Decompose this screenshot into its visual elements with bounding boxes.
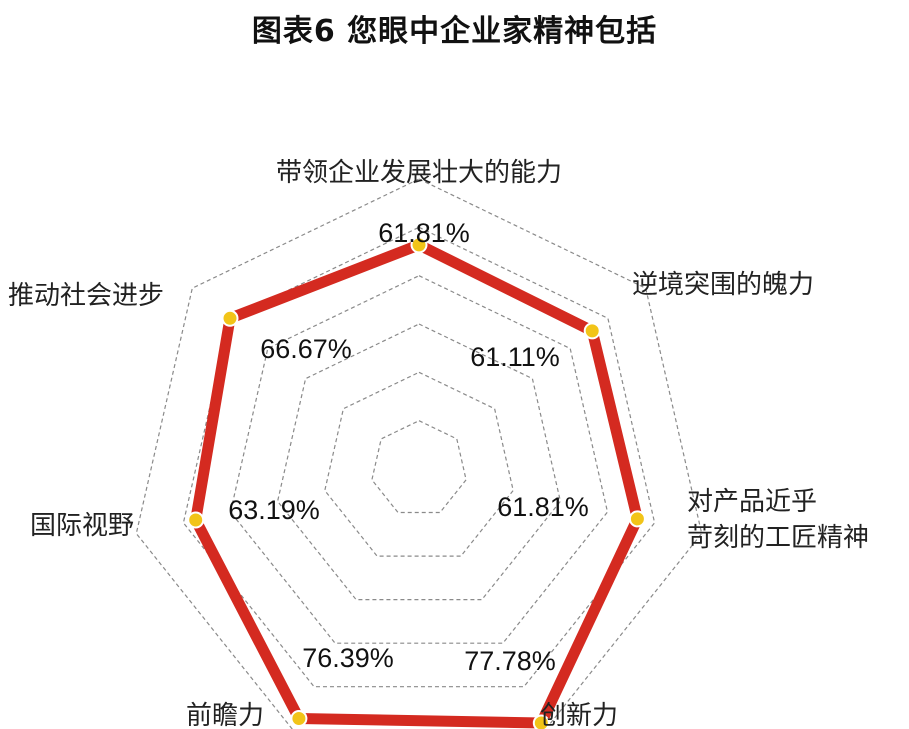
value-label-4: 77.78% — [464, 646, 556, 676]
grid-ring-5 — [182, 226, 656, 688]
chart-title: 图表6 您眼中企业家精神包括 — [251, 14, 658, 49]
axis-label-6: 国际视野 — [30, 511, 134, 541]
axis-label-5: 前瞻力 — [186, 701, 264, 729]
value-label-6: 63.19% — [228, 495, 320, 525]
radar-markers — [187, 236, 646, 729]
value-label-1: 61.81% — [378, 218, 470, 248]
axis-label-1: 带领企业发展壮大的能力 — [276, 158, 562, 188]
radar-series — [190, 239, 643, 729]
axis-label-3: 对产品近乎苛刻的工匠精神 — [687, 487, 869, 553]
axis-label-4: 创新力 — [540, 701, 618, 729]
value-label-3: 61.81% — [497, 492, 589, 522]
data-point-3 — [628, 510, 646, 528]
grid-ring-1 — [371, 420, 467, 514]
axis-label-7: 推动社会进步 — [8, 281, 164, 311]
data-point-2 — [583, 322, 601, 340]
value-label-7: 66.67% — [260, 334, 352, 364]
data-point-5 — [290, 710, 308, 727]
data-point-7 — [221, 309, 239, 327]
value-label-2: 61.11% — [470, 342, 560, 372]
series-line — [190, 239, 643, 729]
grid-ring-2 — [324, 371, 514, 557]
data-point-6 — [187, 511, 205, 529]
data-point-1 — [410, 236, 428, 254]
value-label-5: 76.39% — [302, 643, 394, 673]
data-point-4 — [532, 714, 550, 729]
axis-label-2: 逆境突围的魄力 — [632, 270, 814, 300]
